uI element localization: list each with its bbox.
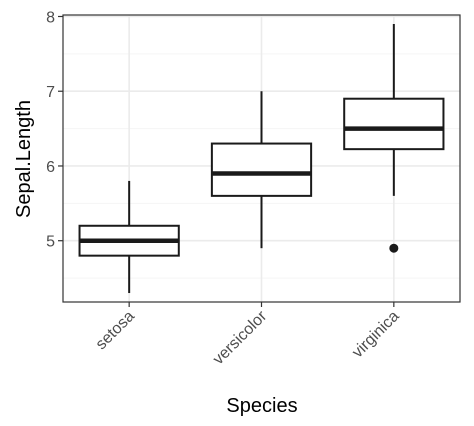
y-tick-label: 6	[46, 159, 55, 176]
iqr-box	[343, 97, 445, 151]
x-axis-ticks: setosa versicolor virginica	[93, 302, 403, 368]
iqr-box	[210, 142, 313, 197]
x-tick-label: versicolor	[210, 307, 271, 368]
y-axis-title: Sepal.Length	[13, 100, 35, 218]
y-tick-label: 5	[46, 234, 55, 251]
y-tick-label: 8	[46, 9, 55, 26]
box-versicolor	[210, 91, 313, 249]
box-setosa	[78, 180, 180, 294]
x-tick-label: virginica	[349, 308, 403, 362]
x-axis-title: Species	[226, 395, 297, 417]
y-tick-label: 7	[46, 84, 55, 101]
x-tick-label: setosa	[93, 308, 138, 353]
boxes	[78, 23, 445, 294]
outlier-point	[389, 243, 399, 253]
box-virginica	[343, 23, 445, 253]
y-axis-ticks: 5 6 7 8	[46, 9, 63, 251]
